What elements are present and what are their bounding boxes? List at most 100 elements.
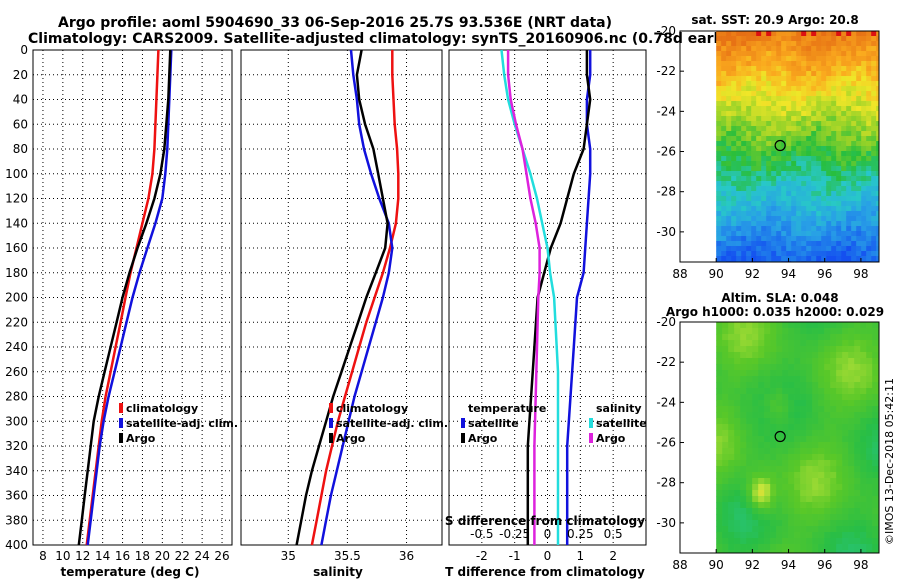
- map-cell: [751, 106, 757, 112]
- map-cell: [854, 334, 861, 341]
- map-cell: [816, 71, 822, 77]
- sla-map-subtitle: Argo h1000: 0.035 h2000: 0.029: [666, 305, 884, 319]
- map-cell: [854, 340, 861, 347]
- map-cell: [776, 166, 782, 172]
- map-cell: [716, 236, 722, 242]
- map-cell: [821, 126, 827, 132]
- map-cell: [812, 322, 819, 329]
- map-cell: [728, 484, 735, 491]
- map-cell: [782, 550, 789, 554]
- map-cell: [826, 46, 832, 52]
- map-cell: [836, 544, 843, 551]
- map-cell: [806, 76, 812, 82]
- map-cell: [746, 236, 752, 242]
- map-cell: [746, 382, 753, 389]
- map-cell: [806, 136, 812, 142]
- map-cell: [866, 382, 873, 389]
- map-cell: [740, 340, 747, 347]
- map-cell: [806, 418, 813, 425]
- map-cell: [726, 236, 732, 242]
- map-cell: [812, 466, 819, 473]
- map-cell: [846, 151, 852, 157]
- map-cell: [791, 171, 797, 177]
- map-cell: [781, 86, 787, 92]
- map-cell: [836, 131, 842, 137]
- map-cell: [848, 436, 855, 443]
- map-cell: [731, 141, 737, 147]
- map-cell: [816, 211, 822, 217]
- map-cell: [866, 176, 872, 182]
- map-cell: [806, 322, 813, 329]
- map-cell: [776, 256, 782, 262]
- map-cell: [856, 141, 862, 147]
- map-cell: [776, 322, 783, 329]
- map-cell: [751, 151, 757, 157]
- map-cell: [861, 241, 867, 247]
- map-cell: [831, 211, 837, 217]
- map-cell: [806, 376, 813, 383]
- map-cell: [776, 251, 782, 257]
- map-cell: [800, 460, 807, 467]
- map-cell: [812, 550, 819, 554]
- map-cell: [856, 201, 862, 207]
- map-cell: [726, 256, 732, 262]
- map-cell: [836, 76, 842, 82]
- map-cell: [831, 81, 837, 87]
- map-cell: [731, 206, 737, 212]
- map-cell: [816, 41, 822, 47]
- map-cell: [731, 146, 737, 152]
- map-cell: [721, 256, 727, 262]
- map-cell: [741, 66, 747, 72]
- map-cell: [761, 31, 767, 37]
- map-cell: [728, 394, 735, 401]
- map-cell: [752, 412, 759, 419]
- map-cell: [836, 550, 843, 554]
- map-cell: [734, 400, 741, 407]
- map-cell: [756, 91, 762, 97]
- map-cell: [786, 111, 792, 117]
- map-cell: [811, 211, 817, 217]
- map-cell: [782, 328, 789, 335]
- map-cell: [731, 71, 737, 77]
- map-cell: [876, 196, 880, 202]
- map-cell: [871, 191, 877, 197]
- map-cell: [841, 156, 847, 162]
- map-cell: [741, 106, 747, 112]
- map-cell: [770, 376, 777, 383]
- map-cell: [821, 91, 827, 97]
- map-cell: [811, 111, 817, 117]
- map-cell: [731, 186, 737, 192]
- map-cell: [766, 146, 772, 152]
- map-cell: [736, 96, 742, 102]
- map-cell: [746, 76, 752, 82]
- map-cell: [872, 544, 879, 551]
- map-cell: [806, 171, 812, 177]
- map-cell: [788, 538, 795, 545]
- map-cell: [816, 181, 822, 187]
- map-cell: [752, 370, 759, 377]
- map-cell: [766, 191, 772, 197]
- map-cell: [791, 46, 797, 52]
- map-cell: [761, 186, 767, 192]
- depth-tick-label: 340: [5, 464, 28, 478]
- map-cell: [781, 31, 787, 37]
- map-cell: [871, 216, 877, 222]
- map-y-tick-label: -26: [656, 145, 676, 159]
- map-cell: [816, 216, 822, 222]
- map-cell: [821, 146, 827, 152]
- map-y-tick-label: -22: [656, 355, 676, 369]
- map-cell: [752, 430, 759, 437]
- map-cell: [741, 126, 747, 132]
- map-cell: [871, 171, 877, 177]
- map-cell: [756, 81, 762, 87]
- map-cell: [736, 86, 742, 92]
- map-cell: [872, 400, 879, 407]
- map-cell: [846, 136, 852, 142]
- map-cell: [756, 201, 762, 207]
- map-cell: [721, 236, 727, 242]
- map-cell: [866, 251, 872, 257]
- map-cell: [830, 442, 837, 449]
- map-cell: [841, 236, 847, 242]
- map-cell: [818, 340, 825, 347]
- map-cell: [761, 141, 767, 147]
